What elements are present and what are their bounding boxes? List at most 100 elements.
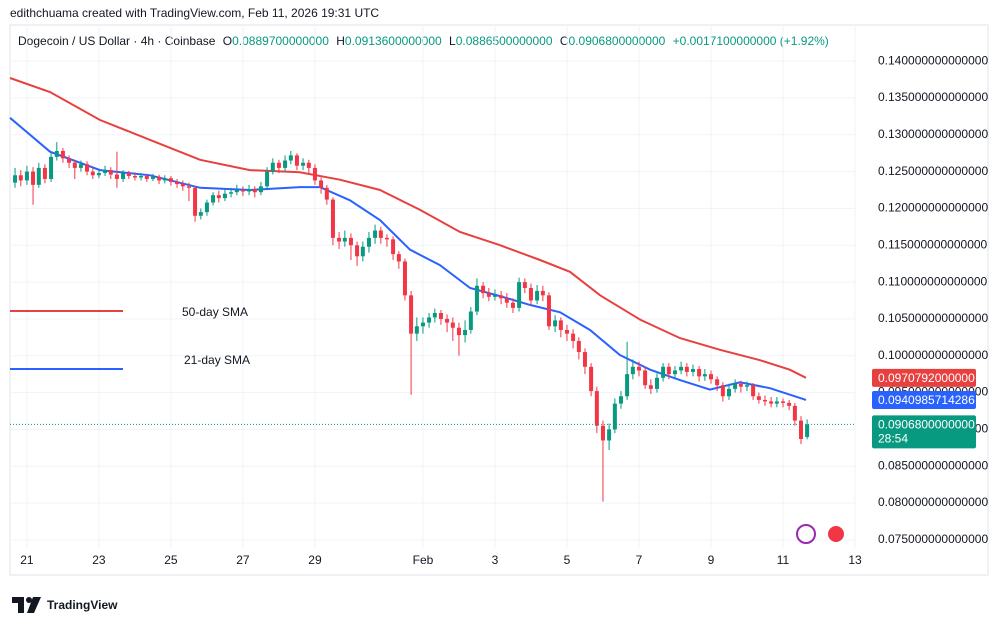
candle-body [504, 298, 509, 303]
candle-body [391, 239, 396, 255]
candle-body [715, 379, 720, 386]
candle-body [306, 162, 311, 168]
candle-body [402, 261, 407, 296]
candle-body [72, 162, 77, 168]
candle-body [528, 287, 533, 301]
candle-body [157, 176, 162, 181]
candle-body [762, 399, 767, 402]
candle-body [690, 369, 695, 372]
candle-body [126, 173, 131, 177]
candle-body [684, 366, 689, 372]
candle-body [276, 162, 281, 168]
candle-body [474, 285, 479, 312]
candle-body [252, 189, 257, 193]
candle-body [535, 290, 540, 301]
candle-body [492, 295, 497, 297]
candle-body [360, 246, 365, 257]
candle-body [517, 282, 522, 308]
candle-body [216, 195, 221, 199]
candle-body [432, 313, 437, 318]
candle-body [60, 150, 65, 159]
candle-body [355, 245, 360, 257]
price-label-box [872, 368, 976, 387]
candle-body [150, 176, 155, 179]
candle-body [438, 313, 443, 319]
candle-body [427, 317, 432, 323]
candle-body [132, 176, 137, 178]
candle-body [414, 326, 419, 334]
candle-body [288, 155, 293, 161]
candle-body [301, 162, 306, 166]
y-tick-label: 0.130000000000000 [878, 127, 988, 141]
candle-body [396, 254, 401, 262]
candle-body [31, 171, 36, 185]
candle-body [612, 403, 617, 430]
y-tick-label: 0.075000000000000 [878, 532, 988, 546]
y-tick-label: 0.085000000000000 [878, 458, 988, 472]
candle-body [625, 374, 630, 397]
candle-body [679, 366, 684, 371]
candle-body [792, 405, 797, 421]
candle-body [697, 369, 702, 377]
candle-body [18, 175, 23, 181]
candle-body [108, 170, 113, 175]
x-tick-label: 7 [636, 553, 643, 567]
candle-body [468, 311, 473, 330]
candle-body [13, 175, 18, 183]
attribution: edithchuama created with TradingView.com… [10, 6, 379, 20]
candle-body [654, 377, 659, 389]
logo-mark [12, 597, 24, 613]
candle-body [378, 230, 383, 238]
candle-body [337, 237, 342, 242]
candle-body [211, 195, 216, 203]
candle-body [780, 401, 785, 403]
x-tick-label: 25 [164, 553, 178, 567]
candle-body [751, 385, 756, 397]
y-tick-label: 0.080000000000000 [878, 495, 988, 509]
sma-line [9, 77, 807, 379]
candle-body [139, 176, 144, 178]
candle-body [330, 199, 335, 238]
logo-mark [27, 597, 41, 613]
x-tick-label: 9 [708, 553, 715, 567]
candle-body [733, 383, 738, 389]
candle-body [168, 178, 173, 182]
y-tick-label: 0.125000000000000 [878, 164, 988, 178]
icons [796, 524, 846, 544]
candle-body [420, 322, 425, 327]
candle-body [247, 189, 252, 192]
ohlc-label: O [223, 34, 232, 48]
candle-body [319, 180, 324, 188]
candle-body [522, 282, 527, 288]
current-price-box [872, 415, 976, 449]
x-tick-label: 21 [20, 553, 34, 567]
sma-line [9, 117, 807, 401]
ohlc-value: 0.0886500000000 [456, 34, 553, 48]
candle-body [283, 160, 288, 168]
candle-body [234, 190, 239, 193]
legend-label: 21-day SMA [184, 353, 250, 367]
ohlc-label: H [336, 34, 345, 48]
candle-body [258, 186, 263, 193]
candle-body [643, 370, 648, 386]
candle-body [96, 173, 101, 176]
candle-body [49, 156, 54, 179]
change: +0.0017100000000 (+1.92%) [673, 34, 829, 48]
candle-body [564, 329, 569, 334]
x-tick-label: 11 [777, 553, 790, 567]
candle-body [582, 352, 587, 367]
candle-body [726, 388, 731, 397]
candle-body [594, 391, 599, 426]
candle-body [769, 401, 774, 404]
candle-body [456, 327, 461, 336]
candle-body [312, 167, 317, 181]
countdown: 28:54 [878, 432, 908, 446]
x-tick-label: 27 [236, 553, 250, 567]
candle-body [78, 164, 83, 168]
candle-body [540, 290, 545, 296]
candle-body [450, 322, 455, 328]
candle-body [324, 187, 329, 200]
candle-body [738, 383, 743, 387]
candle-body [175, 181, 180, 185]
